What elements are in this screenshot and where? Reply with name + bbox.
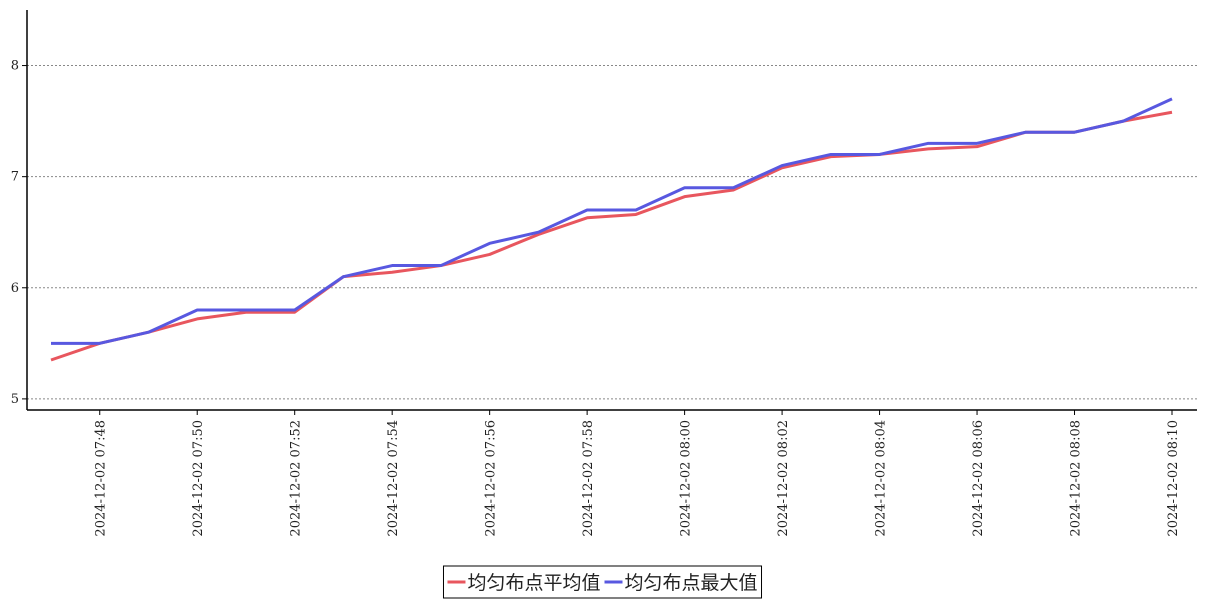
series-line: [51, 97, 1173, 345]
x-tick-label: 2024-12-02 08:02: [776, 420, 791, 537]
x-tick-label: 2024-12-02 08:08: [1069, 420, 1084, 537]
y-tick-label: 5: [11, 392, 19, 407]
series-line: [50, 110, 1173, 362]
y-tick-label: 7: [11, 170, 19, 185]
legend-box: [442, 565, 763, 599]
x-tick-label: 2024-12-02 07:58: [581, 420, 596, 537]
x-tick-label: 2024-12-02 07:50: [191, 420, 206, 537]
legend-label: 均匀布点平均值: [467, 572, 600, 594]
x-tick-label: 2024-12-02 07:54: [386, 420, 401, 537]
x-tick-label: 2024-12-02 08:10: [1166, 420, 1181, 537]
x-tick-label: 2024-12-02 08:04: [874, 420, 889, 537]
legend: 均匀布点平均值 均匀布点最大值: [442, 565, 763, 599]
x-tick-label: 2024-12-02 07:48: [94, 420, 109, 537]
x-tick-label: 2024-12-02 08:06: [971, 420, 986, 537]
x-tick-label: 2024-12-02 07:52: [289, 420, 304, 537]
y-tick-label: 6: [11, 281, 19, 296]
y-tick-label: 8: [11, 59, 19, 74]
legend-label: 均匀布点最大值: [625, 572, 758, 594]
x-tick-label: 2024-12-02 07:56: [484, 420, 499, 537]
x-tick-label: 2024-12-02 08:00: [679, 420, 694, 537]
